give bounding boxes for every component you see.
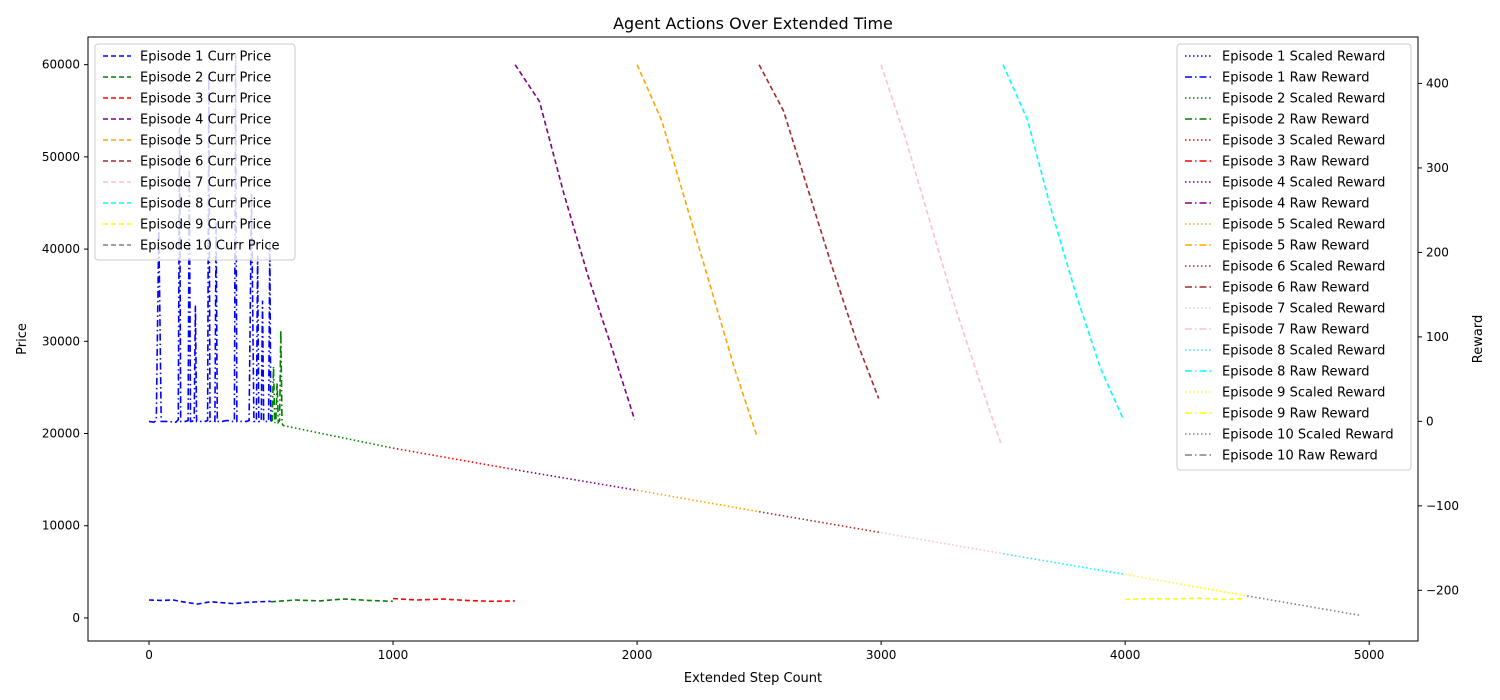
series-line-6	[758, 64, 880, 399]
legend-left-label-7: Episode 7 Curr Price	[140, 176, 271, 191]
series-line-4	[514, 64, 636, 420]
x-tick-label-5: 4000	[1110, 648, 1141, 662]
legend-right-box	[1176, 43, 1412, 471]
legend-right-label-1: Episode 1 Scaled Reward	[1222, 50, 1385, 65]
legend-right-label-5: Episode 3 Scaled Reward	[1222, 134, 1385, 149]
legend-left-box	[94, 43, 296, 261]
y-tick-label-7: 60000	[42, 58, 80, 72]
series-line-3	[392, 597, 515, 603]
chart-title: Agent Actions Over Extended Time	[613, 14, 893, 33]
series-line-2	[270, 598, 393, 603]
y2-tick-label-2: −100	[1426, 499, 1459, 513]
series-line-18	[1002, 552, 1126, 576]
legend-right-label-8: Episode 4 Raw Reward	[1222, 197, 1369, 212]
legend-left-label-3: Episode 3 Curr Price	[140, 92, 271, 107]
series-line-1	[148, 599, 271, 605]
y2-tick-label-4: 100	[1426, 330, 1449, 344]
x-tick-label-6: 5000	[1354, 648, 1385, 662]
y-tick-label-1: 0	[72, 611, 80, 625]
legend-right-label-12: Episode 6 Raw Reward	[1222, 281, 1369, 296]
series-line-17	[880, 531, 1004, 555]
y-tick-label-4: 30000	[42, 334, 80, 348]
x-tick-label-2: 1000	[378, 648, 409, 662]
legend-right-label-9: Episode 5 Scaled Reward	[1222, 218, 1385, 233]
legend-left-label-6: Episode 6 Curr Price	[140, 155, 271, 170]
y-tick-label-2: 10000	[42, 519, 80, 533]
y2-axis-label: Reward	[1471, 315, 1486, 363]
legend-right-label-2: Episode 1 Raw Reward	[1222, 71, 1369, 86]
legend-left-label-9: Episode 9 Curr Price	[140, 218, 271, 233]
legend-left-label-5: Episode 5 Curr Price	[140, 134, 271, 149]
y-axis-label: Price	[15, 323, 30, 355]
series-line-15	[636, 489, 760, 513]
legend-left: Episode 1 Curr Price Episode 2 Curr Price…	[94, 43, 296, 261]
series-line-9	[1125, 597, 1245, 601]
legend-left-label-4: Episode 4 Curr Price	[140, 113, 271, 128]
y2-tick-label-3: 0	[1426, 414, 1434, 428]
y-tick-label-3: 20000	[42, 427, 80, 441]
series-line-20	[1247, 595, 1360, 616]
legend-right-label-13: Episode 7 Scaled Reward	[1222, 302, 1385, 317]
series-line-8	[1002, 64, 1124, 419]
legend-right-label-14: Episode 7 Raw Reward	[1222, 323, 1369, 338]
legend-left-label-2: Episode 2 Curr Price	[140, 71, 271, 86]
series-line-14	[514, 468, 638, 492]
legend-right-label-15: Episode 8 Scaled Reward	[1222, 344, 1385, 359]
legend-right-label-4: Episode 2 Raw Reward	[1222, 113, 1369, 128]
series-line-16	[758, 510, 882, 534]
legend-left-label-1: Episode 1 Curr Price	[140, 50, 271, 65]
x-axis-label: Extended Step Count	[684, 671, 822, 686]
legend-right: Episode 1 Scaled Reward Episode 1 Raw Rew…	[1176, 43, 1412, 471]
plot-frame	[87, 36, 1419, 642]
legend-right-label-19: Episode 10 Scaled Reward	[1222, 428, 1394, 443]
x-tick-label-4: 3000	[866, 648, 897, 662]
series-line-11	[270, 330, 284, 426]
legend-right-label-18: Episode 9 Raw Reward	[1222, 407, 1369, 422]
series-line-12	[283, 424, 394, 449]
legend-right-label-6: Episode 3 Raw Reward	[1222, 155, 1369, 170]
legend-right-label-10: Episode 5 Raw Reward	[1222, 239, 1369, 254]
legend-left-label-10: Episode 10 Curr Price	[140, 239, 279, 254]
legend-right-label-7: Episode 4 Scaled Reward	[1222, 176, 1385, 191]
series-line-19	[1125, 573, 1248, 597]
legend-right-label-16: Episode 8 Raw Reward	[1222, 365, 1369, 380]
legend-right-label-11: Episode 6 Scaled Reward	[1222, 260, 1385, 275]
series-line-13	[392, 447, 516, 471]
y2-tick-label-1: −200	[1426, 583, 1459, 597]
legend-right-label-17: Episode 9 Scaled Reward	[1222, 386, 1385, 401]
x-tick-label-3: 2000	[622, 648, 653, 662]
y2-tick-label-7: 400	[1426, 76, 1449, 90]
series-line-5	[636, 64, 758, 436]
series-line-10	[148, 54, 272, 424]
legend-right-label-20: Episode 10 Raw Reward	[1222, 449, 1378, 464]
y-tick-label-6: 50000	[42, 150, 80, 164]
y2-tick-label-6: 300	[1426, 161, 1449, 175]
legend-left-label-8: Episode 8 Curr Price	[140, 197, 271, 212]
x-tick-label-1: 0	[145, 648, 153, 662]
legend-right-label-3: Episode 2 Scaled Reward	[1222, 92, 1385, 107]
y-tick-label-5: 40000	[42, 242, 80, 256]
y2-tick-label-5: 200	[1426, 245, 1449, 259]
series-line-7	[880, 64, 1002, 443]
